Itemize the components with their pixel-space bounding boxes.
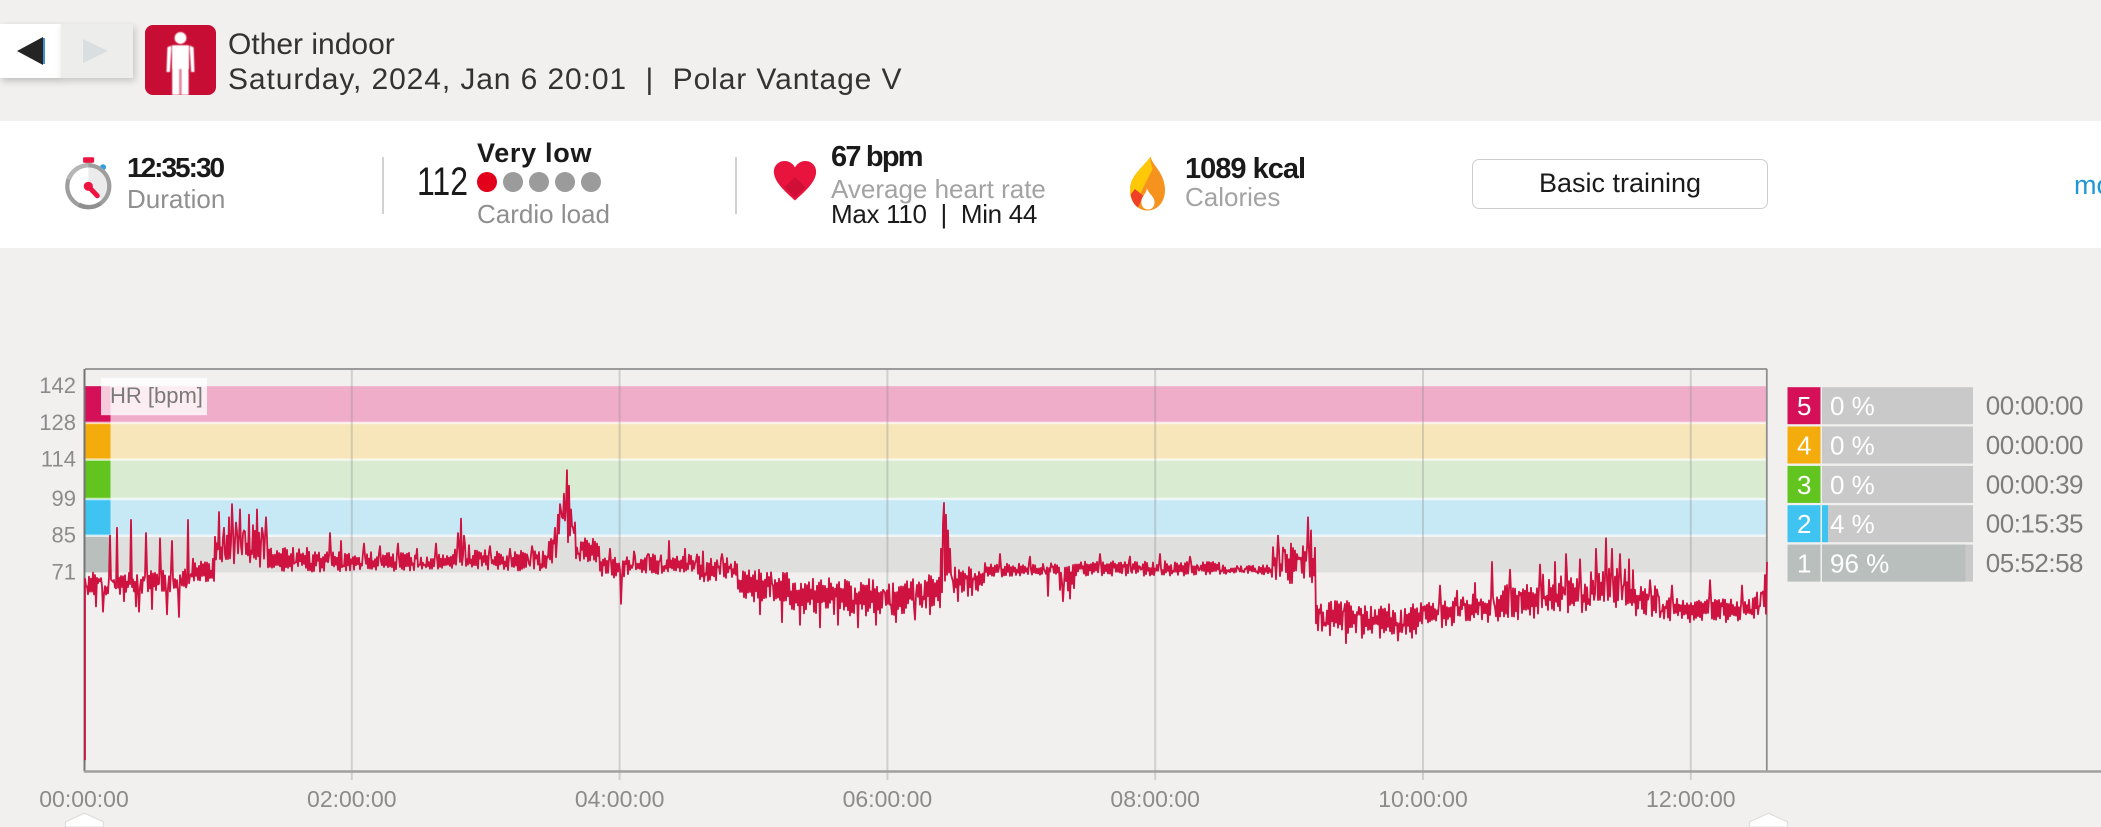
svg-text:HR [bpm]: HR [bpm] <box>110 383 203 408</box>
svg-text:71: 71 <box>52 559 76 584</box>
svg-text:00:00:00: 00:00:00 <box>1986 430 2083 460</box>
svg-text:85: 85 <box>52 523 76 548</box>
svg-text:00:15:35: 00:15:35 <box>1986 509 2083 539</box>
svg-text:4: 4 <box>1797 431 1811 461</box>
svg-text:00:00:39: 00:00:39 <box>1986 469 2083 499</box>
svg-text:2: 2 <box>1797 509 1811 539</box>
svg-text:0 %: 0 % <box>1830 470 1875 500</box>
svg-text:3: 3 <box>1797 470 1811 500</box>
svg-text:04:00:00: 04:00:00 <box>575 786 665 812</box>
svg-text:128: 128 <box>39 410 76 435</box>
svg-text:00:00:00: 00:00:00 <box>39 786 129 812</box>
svg-text:99: 99 <box>52 486 76 511</box>
svg-text:02:00:00: 02:00:00 <box>307 786 397 812</box>
svg-text:4 %: 4 % <box>1830 509 1875 539</box>
svg-text:06:00:00: 06:00:00 <box>843 786 933 812</box>
svg-text:96 %: 96 % <box>1830 549 1889 579</box>
svg-text:142: 142 <box>39 373 76 398</box>
svg-text:08:00:00: 08:00:00 <box>1110 786 1200 812</box>
svg-text:10:00:00: 10:00:00 <box>1378 786 1468 812</box>
svg-text:0 %: 0 % <box>1830 431 1875 461</box>
svg-text:5: 5 <box>1797 391 1811 421</box>
svg-text:0 %: 0 % <box>1830 391 1875 421</box>
svg-text:05:52:58: 05:52:58 <box>1986 548 2083 578</box>
svg-text:114: 114 <box>41 447 76 472</box>
svg-text:12:00:00: 12:00:00 <box>1646 786 1736 812</box>
svg-text:00:00:00: 00:00:00 <box>1986 391 2083 421</box>
svg-text:1: 1 <box>1797 549 1811 579</box>
